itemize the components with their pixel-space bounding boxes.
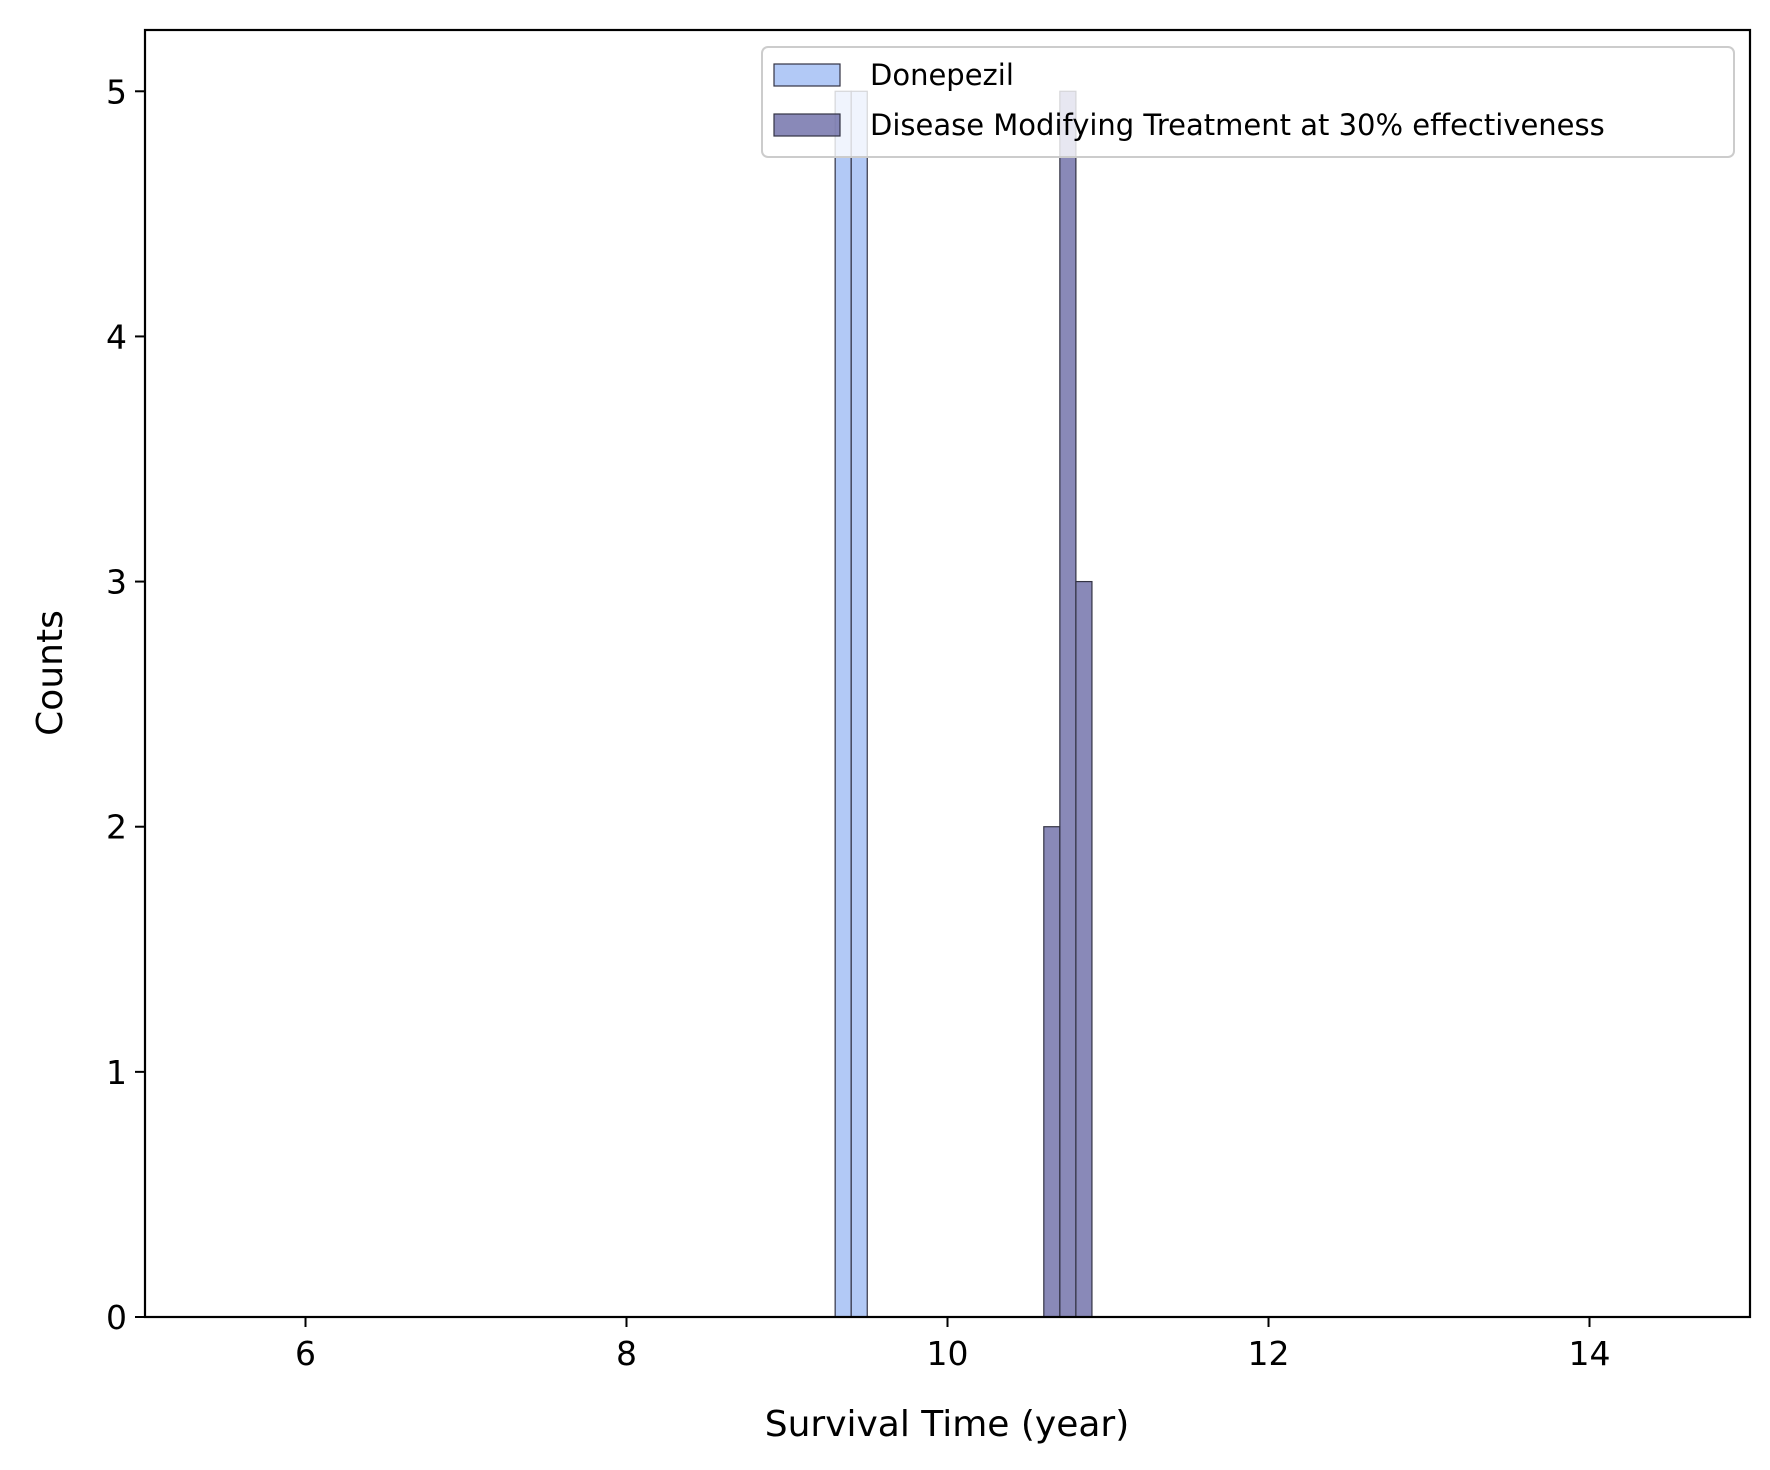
x-axis-label: Survival Time (year) <box>765 1404 1130 1445</box>
y-tick-label-2: 2 <box>106 808 127 847</box>
x-tick-label-0: 6 <box>295 1334 316 1373</box>
y-tick-label-4: 4 <box>106 317 127 356</box>
bar-series-1-bin-2 <box>1075 580 1093 1318</box>
legend-swatch-1 <box>773 113 841 137</box>
bar-series-1-bin-1 <box>1059 90 1077 1318</box>
legend-box <box>761 46 1735 158</box>
y-tick-label-3: 3 <box>106 563 127 602</box>
legend: Donepezil Disease Modifying Treatment at … <box>761 46 1735 158</box>
x-tick-label-1: 8 <box>616 1334 637 1373</box>
y-axis-label: Counts <box>30 610 71 736</box>
plot-frame <box>143 28 1752 1319</box>
x-tick-label-3: 12 <box>1248 1334 1290 1373</box>
y-tick-label-0: 0 <box>106 1298 127 1337</box>
bars-layer <box>834 90 1093 1318</box>
x-tick-label-2: 10 <box>927 1334 969 1373</box>
y-axis-ticks: 0 1 2 3 4 5 <box>106 72 145 1337</box>
legend-label-1: Disease Modifying Treatment at 30% effec… <box>870 108 1605 142</box>
bar-series-0-bin-0 <box>834 90 852 1318</box>
bar-series-0-bin-1 <box>850 90 868 1318</box>
legend-label-0: Donepezil <box>870 58 1014 92</box>
x-axis-ticks: 6 8 10 12 14 <box>295 1317 1611 1373</box>
y-tick-label-5: 5 <box>106 72 127 111</box>
y-tick-label-1: 1 <box>106 1053 127 1092</box>
bar-series-1-bin-0 <box>1043 826 1061 1318</box>
x-tick-label-4: 14 <box>1569 1334 1611 1373</box>
legend-swatch-0 <box>773 63 841 87</box>
